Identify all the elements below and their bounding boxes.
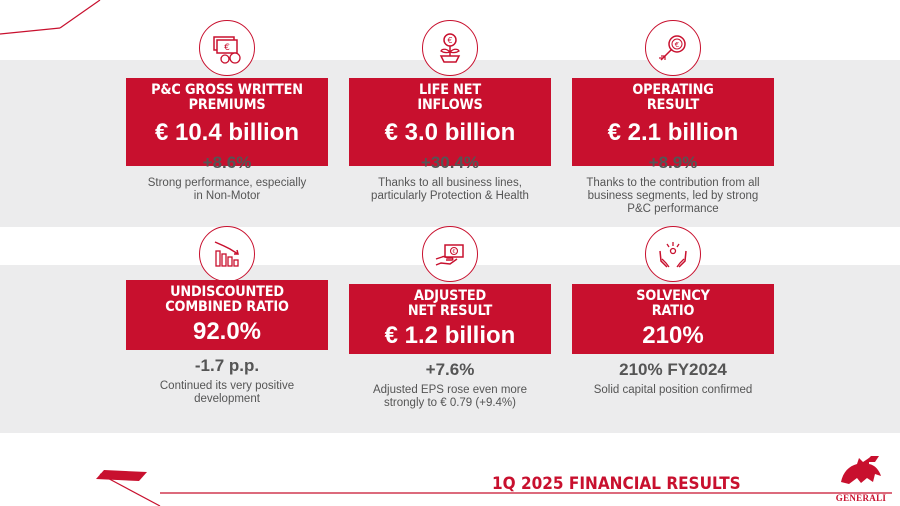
kpi-title-line1: P&C GROSS WRITTEN bbox=[151, 82, 303, 98]
kpi-title-line2: NET RESULT bbox=[407, 303, 493, 319]
kpi-description: Solid capital position confirmed bbox=[562, 384, 784, 397]
kpi-value: 210% bbox=[642, 322, 704, 349]
svg-text:€: € bbox=[224, 43, 230, 53]
svg-text:€: € bbox=[452, 249, 455, 255]
euro-banknotes-icon: € bbox=[199, 20, 255, 76]
kpi-title-line1: LIFE NET bbox=[419, 82, 481, 98]
desc-line2: strongly to € 0.79 (+9.4%) bbox=[383, 397, 516, 409]
kpi-title-line2: RESULT bbox=[646, 97, 700, 113]
kpi-description: Strong performance, especially in Non-Mo… bbox=[116, 177, 338, 203]
kpi-box: UNDISCOUNTED COMBINED RATIO 92.0% bbox=[126, 280, 328, 350]
kpi-description: Adjusted EPS rose even more strongly to … bbox=[339, 384, 561, 410]
kpi-description: Thanks to all business lines, particular… bbox=[339, 177, 561, 203]
kpi-box: SOLVENCY RATIO 210% bbox=[572, 284, 774, 354]
generali-logo: GENERALI bbox=[828, 452, 894, 503]
logo-text: GENERALI bbox=[835, 493, 887, 503]
kpi-title-line1: ADJUSTED bbox=[413, 288, 486, 304]
desc-line1: Solid capital position confirmed bbox=[593, 384, 753, 396]
kpi-change: +8.9% bbox=[648, 153, 698, 172]
desc-line3: P&C performance bbox=[627, 203, 719, 215]
hand-euro-note-icon: € bbox=[422, 226, 478, 282]
kpi-value: € 3.0 billion bbox=[384, 119, 516, 146]
kpi-description: Continued its very positive development bbox=[116, 380, 338, 406]
kpi-title-line2: PREMIUMS bbox=[188, 97, 266, 113]
declining-bars-icon bbox=[199, 226, 255, 282]
euro-coin-arrow-icon: € bbox=[645, 20, 701, 76]
desc-line2: in Non-Motor bbox=[193, 190, 261, 202]
desc-line1: Thanks to all business lines, bbox=[378, 177, 522, 189]
kpi-change: 210% FY2024 bbox=[619, 360, 727, 379]
hands-sparkle-icon bbox=[645, 226, 701, 282]
desc-line2: particularly Protection & Health bbox=[371, 190, 529, 202]
svg-text:€: € bbox=[447, 36, 452, 45]
kpi-title-line1: SOLVENCY bbox=[636, 288, 710, 304]
desc-line2: development bbox=[194, 393, 260, 405]
lion-icon bbox=[841, 456, 881, 484]
kpi-title-line2: INFLOWS bbox=[417, 97, 483, 113]
kpi-title-line2: RATIO bbox=[651, 303, 695, 319]
kpi-value: € 2.1 billion bbox=[607, 119, 739, 146]
kpi-change: +7.6% bbox=[425, 360, 475, 379]
desc-line2: business segments, led by strong bbox=[587, 190, 759, 202]
desc-line1: Strong performance, especially bbox=[147, 177, 307, 189]
desc-line1: Continued its very positive bbox=[159, 380, 295, 392]
footer-title: 1Q 2025 FINANCIAL RESULTS bbox=[492, 474, 741, 494]
svg-text:€: € bbox=[675, 41, 679, 49]
kpi-box: ADJUSTED NET RESULT € 1.2 billion bbox=[349, 284, 551, 354]
kpi-description: Thanks to the contribution from all busi… bbox=[562, 177, 784, 216]
kpi-change: -1.7 p.p. bbox=[194, 356, 260, 375]
desc-line1: Adjusted EPS rose even more bbox=[372, 384, 528, 396]
kpi-value: € 1.2 billion bbox=[384, 322, 516, 349]
euro-plant-icon: € bbox=[422, 20, 478, 76]
kpi-box: OPERATING RESULT € 2.1 billion bbox=[572, 78, 774, 166]
kpi-change: +30.4% bbox=[420, 153, 480, 172]
kpi-title-line2: COMBINED RATIO bbox=[165, 299, 289, 315]
kpi-title-line1: UNDISCOUNTED bbox=[170, 284, 284, 300]
kpi-title-line1: OPERATING bbox=[632, 82, 714, 98]
kpi-value: 92.0% bbox=[192, 318, 262, 345]
kpi-value: € 10.4 billion bbox=[154, 119, 300, 146]
kpi-change: +8.6% bbox=[202, 153, 252, 172]
desc-line1: Thanks to the contribution from all bbox=[586, 177, 760, 189]
kpi-box: P&C GROSS WRITTEN PREMIUMS € 10.4 billio… bbox=[126, 78, 328, 166]
kpi-box: LIFE NET INFLOWS € 3.0 billion bbox=[349, 78, 551, 166]
